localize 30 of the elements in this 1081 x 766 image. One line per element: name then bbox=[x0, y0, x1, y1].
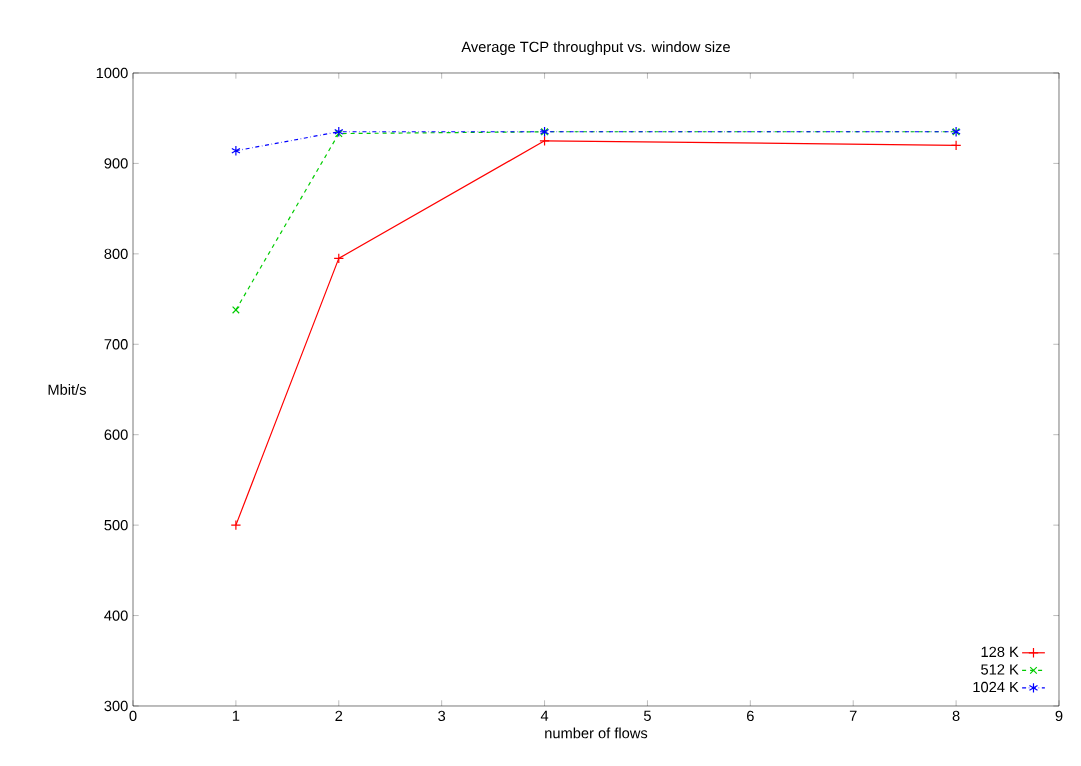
x-tick-label: 9 bbox=[1055, 710, 1063, 722]
point bbox=[231, 306, 240, 314]
y-tick-label: 1000 bbox=[96, 67, 128, 79]
point bbox=[230, 519, 242, 531]
y-tick-label: 800 bbox=[104, 248, 128, 260]
point bbox=[539, 135, 550, 147]
y-tick-label: 900 bbox=[104, 158, 128, 169]
y-tick-label: 600 bbox=[104, 429, 128, 440]
x-tick-label: 7 bbox=[849, 710, 857, 721]
x-tick-label: 3 bbox=[438, 710, 446, 722]
x-tick-label: 1 bbox=[232, 710, 240, 721]
y-tick-label: 700 bbox=[104, 339, 128, 350]
chart-title: Average TCP throughput vs. window size bbox=[461, 41, 730, 55]
legend-label: 1024 K bbox=[973, 681, 1019, 693]
y-tick-label: 400 bbox=[104, 610, 128, 621]
point bbox=[950, 140, 962, 151]
x-axis-title: number of flows bbox=[545, 727, 648, 739]
legend-label: 512 K bbox=[981, 664, 1019, 675]
x-tick-label: 2 bbox=[335, 710, 343, 721]
y-tick-label: 300 bbox=[104, 700, 128, 712]
x-tick-label: 5 bbox=[643, 710, 651, 721]
legend-label: 128 K bbox=[981, 646, 1019, 658]
x-tick-label: 0 bbox=[129, 710, 137, 722]
x-tick-label: 8 bbox=[952, 710, 960, 722]
point bbox=[333, 253, 345, 264]
y-tick-label: 500 bbox=[104, 519, 128, 531]
y-axis-title: Mbit/s bbox=[48, 384, 86, 395]
x-tick-label: 6 bbox=[747, 710, 754, 722]
x-tick-label: 4 bbox=[540, 710, 549, 721]
point bbox=[231, 145, 241, 157]
